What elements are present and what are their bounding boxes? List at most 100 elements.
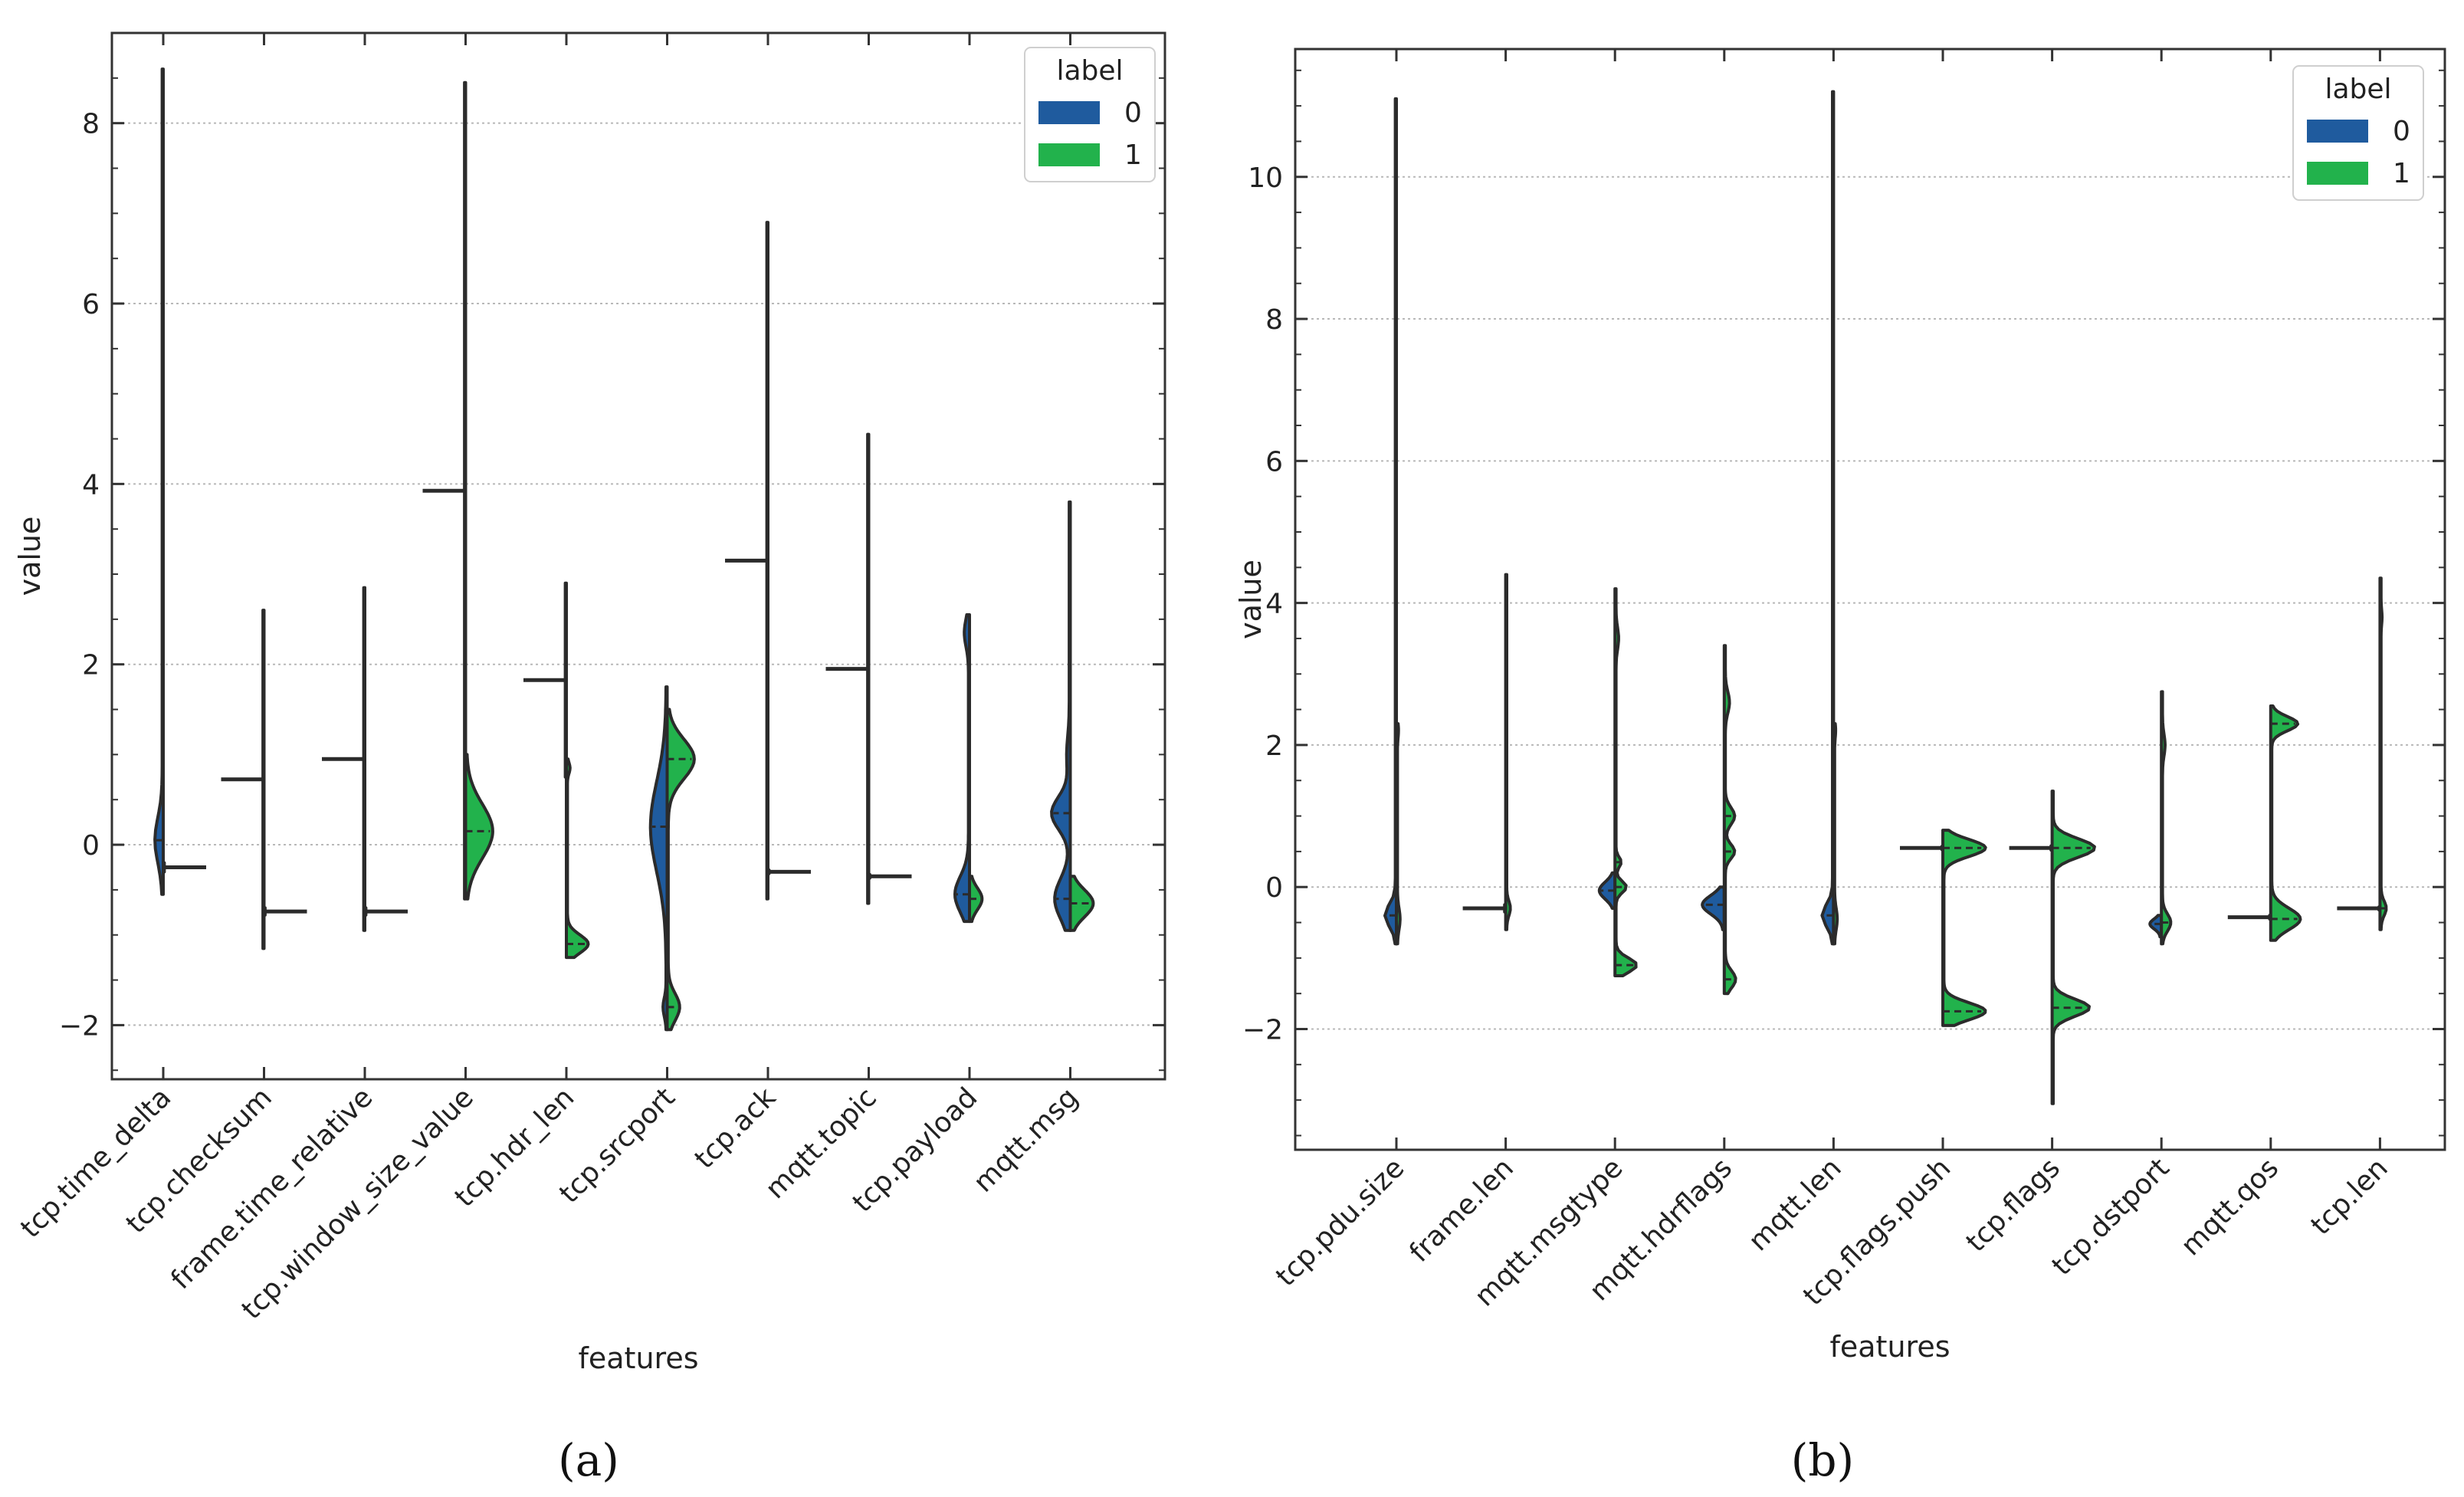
y-tick-label: 4 (1265, 589, 1283, 620)
violin-mqtt-msg-label-0 (1050, 500, 1072, 932)
legend-swatch-1 (2307, 162, 2368, 185)
violin-body (1068, 875, 1095, 932)
violin-mqtt-hdrflags-label-1 (1722, 644, 1737, 996)
violin-body (1395, 722, 1402, 946)
violin-body (464, 753, 494, 901)
violin-tcp-checksum-label-0 (221, 609, 266, 950)
violin-tcp-hdr-len-label-1 (565, 757, 590, 960)
x-tick-label: tcp.pdu.size (1270, 1152, 1410, 1292)
y-tick-label: 8 (1265, 304, 1283, 336)
x-tick-label: mqtt.qos (2175, 1152, 2285, 1262)
violin-tcp-flags-push-label-0 (1900, 845, 1944, 852)
violin-tcp-window-size-value-label-0 (422, 80, 468, 901)
y-tick-label: 6 (82, 289, 100, 320)
violin-body (1722, 644, 1737, 996)
x-axis-label: features (1830, 1330, 1951, 1364)
plot-frame (110, 31, 1166, 1081)
violin-mqtt-msgtype-label-1 (1613, 587, 1638, 978)
violin-body (1050, 500, 1072, 932)
x-tick-label: tcp.flags (1960, 1152, 2066, 1258)
y-axis: −2 0 2 4 6 8 (59, 32, 1165, 1072)
violin-mqtt-len-label-1 (1832, 722, 1839, 946)
violin-body (153, 67, 165, 896)
plot-frame (1294, 48, 2446, 1151)
legend-title: label (2325, 74, 2391, 105)
violin-tcp-ack-label-0 (725, 221, 769, 901)
violin-body (1597, 871, 1617, 911)
x-tick-label: mqtt.len (1743, 1152, 1848, 1257)
violin-frame-len-label-0 (1462, 903, 1508, 914)
y-tick-label: 6 (1265, 446, 1283, 478)
violin-tcp-window-size-value-label-1 (464, 753, 494, 901)
violin-tcp-payload-label-0 (953, 612, 971, 924)
legend-swatch-0 (2307, 120, 2368, 143)
violin-body (1613, 587, 1638, 978)
y-tick-label: 0 (82, 830, 100, 862)
violin-body (1820, 90, 1836, 946)
x-tick-label: frame.len (1404, 1152, 1520, 1268)
violin-mqtt-msg-label-1 (1068, 875, 1095, 932)
violin-body (2269, 704, 2302, 942)
legend-entry-0: 0 (1124, 97, 1142, 129)
violin-frame-time-relative-label-0 (322, 586, 366, 932)
panel-b: −20246810tcp.pdu.sizeframe.lenmqtt.msgty… (1234, 48, 2446, 1486)
violin-body (1832, 722, 1839, 946)
y-tick-label: 4 (82, 469, 100, 501)
violin-frame-time-relative-label-1 (363, 906, 408, 917)
violin-tcp-flags-label-0 (2009, 844, 2054, 852)
violin-tcp-len-label-1 (2378, 576, 2388, 931)
violin-tcp-dstport-label-1 (2160, 690, 2173, 946)
x-tick-label: frame.time_relative (166, 1082, 379, 1295)
legend-entry-1: 1 (2393, 158, 2410, 189)
x-axis-label: features (579, 1341, 699, 1375)
grid (1295, 176, 2445, 1030)
violin-mqtt-topic-label-1 (867, 872, 912, 880)
y-tick-label: 10 (1248, 163, 1283, 194)
violin-body (648, 685, 669, 1032)
violin-tcp-pdu-size-label-0 (1383, 97, 1398, 946)
panel-a: −202468tcp.time_deltatcp.checksumframe.t… (13, 31, 1166, 1486)
y-axis-label: value (1234, 560, 1268, 639)
panel-caption: (b) (1791, 1434, 1854, 1486)
violin-body (565, 757, 590, 960)
panel-caption: (a) (558, 1434, 619, 1486)
violin-body (2378, 576, 2388, 931)
violin-tcp-srcport-label-0 (648, 685, 669, 1032)
x-tick-label: tcp.dstport (2046, 1152, 2176, 1282)
violin-tcp-hdr-len-label-0 (523, 581, 568, 779)
y-axis-label: value (13, 517, 47, 596)
violin-tcp-checksum-label-1 (262, 906, 307, 917)
violin-body (953, 612, 971, 924)
y-tick-label: 8 (82, 109, 100, 140)
x-tick-label: tcp.len (2305, 1152, 2394, 1241)
violin-tcp-payload-label-1 (968, 875, 984, 924)
violin-mqtt-qos-label-0 (2227, 914, 2272, 921)
violin-frame-len-label-1 (1504, 573, 1512, 931)
violin-tcp-len-label-0 (2337, 905, 2382, 911)
violin-body (1383, 97, 1398, 946)
violin-tcp-ack-label-1 (766, 868, 811, 875)
violin-body (2148, 914, 2164, 939)
legend-entry-0: 0 (2393, 116, 2410, 147)
violin-body (1941, 829, 1987, 1027)
violin-tcp-time-delta-label-1 (162, 861, 206, 874)
violin-mqtt-topic-label-0 (825, 432, 871, 905)
violin-body (1701, 885, 1726, 931)
violin-tcp-flags-label-1 (2050, 790, 2096, 1105)
violin-tcp-time-delta-label-0 (153, 67, 165, 896)
violin-tcp-flags-push-label-1 (1941, 829, 1987, 1027)
grid (112, 122, 1165, 1026)
x-tick-label: tcp.ack (689, 1082, 783, 1175)
y-tick-label: 0 (1265, 872, 1283, 904)
legend-swatch-0 (1038, 101, 1100, 124)
y-tick-label: 2 (82, 650, 100, 681)
violin-body (2050, 790, 2096, 1105)
y-tick-label: −2 (1242, 1015, 1283, 1046)
violin-body (665, 707, 696, 1032)
violin-mqtt-qos-label-1 (2269, 704, 2302, 942)
y-tick-label: −2 (59, 1010, 100, 1042)
